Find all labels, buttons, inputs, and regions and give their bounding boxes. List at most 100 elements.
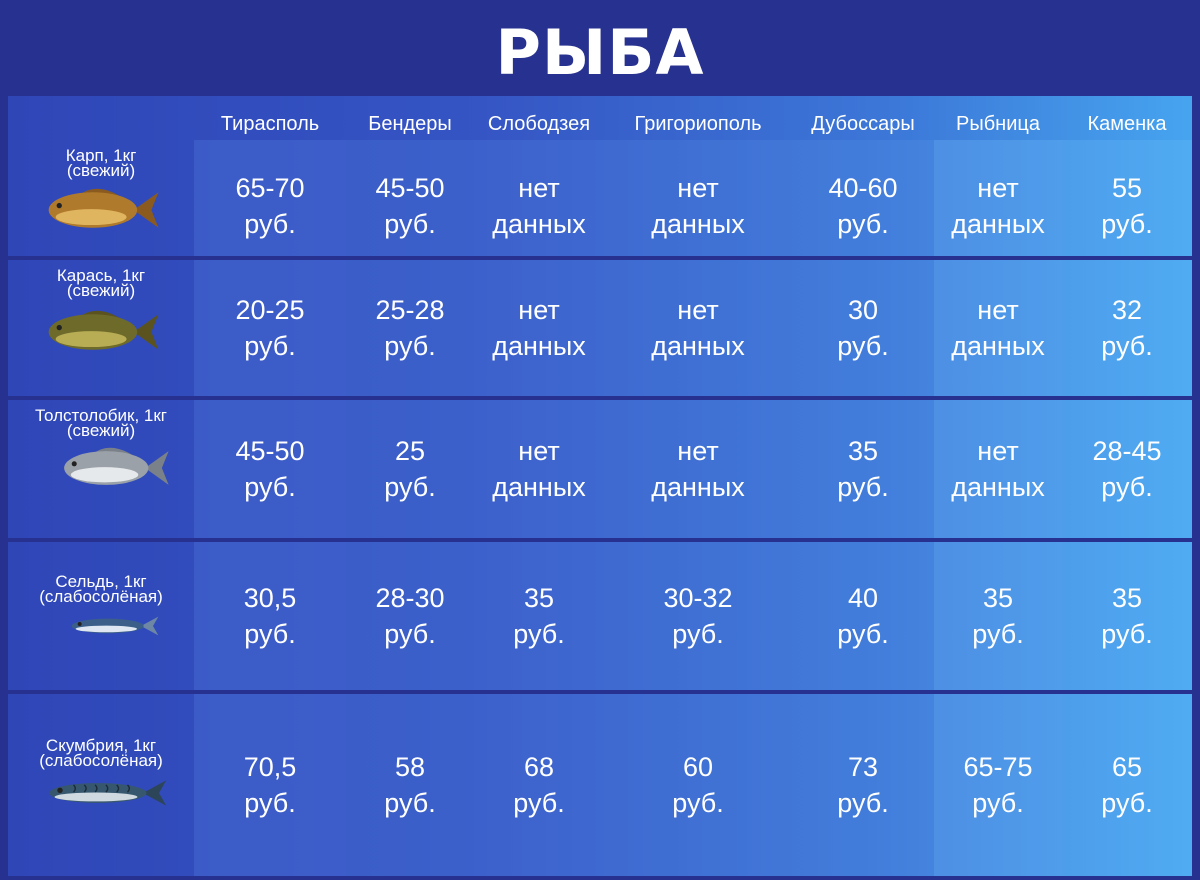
price-value: 45-50 <box>375 173 445 203</box>
price-cell: нет данных <box>934 170 1062 242</box>
row-divider <box>8 396 1192 400</box>
price-unit: руб. <box>384 788 436 818</box>
page-title: РЫБА <box>495 16 705 89</box>
price-cell: 68 руб. <box>474 749 604 821</box>
price-cell: 28-30 руб. <box>346 580 474 652</box>
price-value: 25-28 <box>375 295 445 325</box>
price-cell: 35 руб. <box>792 433 934 505</box>
price-value: нет <box>677 173 719 203</box>
column-header: Слободзея <box>487 113 591 135</box>
price-cell: нет данных <box>604 292 792 364</box>
row-divider <box>8 256 1192 260</box>
price-value: 25 <box>394 436 426 466</box>
price-unit: данных <box>651 472 745 502</box>
price-unit: руб. <box>384 472 436 502</box>
fish-name-label: Скумбрия, 1кг (слабосолёная) <box>8 737 194 770</box>
price-cell: 28-45 руб. <box>1062 433 1192 505</box>
price-value: нет <box>977 173 1019 203</box>
price-cell: нет данных <box>474 292 604 364</box>
price-value: 35 <box>523 583 555 613</box>
carp-icon-drawing <box>48 188 159 228</box>
price-unit: данных <box>951 331 1045 361</box>
table-row: Толстолобик, 1кг (свежий) 45-50 руб. 25 руб. н… <box>8 400 1192 538</box>
price-cell: 40 руб. <box>792 580 934 652</box>
price-value: 40-60 <box>828 173 898 203</box>
table-row: Карп, 1кг (свежий) 65-70 руб. 45-50 руб. нет да… <box>8 140 1192 256</box>
price-unit: руб. <box>1101 619 1153 649</box>
price-value: нет <box>677 436 719 466</box>
mackerel-icon <box>38 766 172 820</box>
price-unit: руб. <box>244 619 296 649</box>
fish-note: (свежий) <box>66 161 136 180</box>
price-value: 28-30 <box>375 583 445 613</box>
price-cell: 70,5 руб. <box>194 749 346 821</box>
price-unit: руб. <box>1101 331 1153 361</box>
price-cell: 55 руб. <box>1062 170 1192 242</box>
price-unit: данных <box>492 209 586 239</box>
price-unit: руб. <box>672 619 724 649</box>
price-unit: данных <box>951 472 1045 502</box>
price-cell: 58 руб. <box>346 749 474 821</box>
price-value: нет <box>518 436 560 466</box>
mackerel-icon-drawing <box>49 780 167 806</box>
price-cell: 65-70 руб. <box>194 170 346 242</box>
price-cell: 25 руб. <box>346 433 474 505</box>
price-unit: руб. <box>672 788 724 818</box>
column-shade <box>792 140 934 876</box>
crucian-icon-drawing <box>48 310 159 350</box>
table-row: Сельдь, 1кг (слабосолёная) 30,5 руб. 28-30 ру… <box>8 542 1192 690</box>
price-cell: 25-28 руб. <box>346 292 474 364</box>
price-unit: данных <box>651 331 745 361</box>
price-cell: 35 руб. <box>474 580 604 652</box>
price-cell: 45-50 руб. <box>346 170 474 242</box>
price-value: 65-75 <box>963 752 1033 782</box>
column-header: Дубоссары <box>811 113 915 135</box>
herring-icon <box>58 606 168 646</box>
silver-carp-icon <box>54 442 172 494</box>
column-shade <box>346 140 474 876</box>
price-unit: руб. <box>244 331 296 361</box>
column-shade <box>194 140 346 876</box>
price-cell: 65-75 руб. <box>934 749 1062 821</box>
fish-name-label: Толстолобик, 1кг (свежий) <box>8 406 194 439</box>
price-value: 28-45 <box>1092 436 1162 466</box>
column-shade <box>1062 140 1192 876</box>
price-value: 40 <box>847 583 879 613</box>
fish-name-label: Карп, 1кг (свежий) <box>8 147 194 180</box>
fish-note: (слабосолёная) <box>39 751 163 770</box>
price-unit: руб. <box>1101 472 1153 502</box>
fish-note: (свежий) <box>66 281 136 300</box>
fish-name: Толстолобик, 1кг <box>34 406 167 425</box>
price-unit: руб. <box>244 788 296 818</box>
column-header: Каменка <box>1087 113 1167 135</box>
price-table: Тирасполь Бендеры Слободзея Григориополь Дуб… <box>8 96 1192 876</box>
price-unit: руб. <box>244 472 296 502</box>
table-row: Карась, 1кг (свежий) 20-25 руб. 25-28 руб. нет… <box>8 260 1192 396</box>
price-cell: нет данных <box>604 433 792 505</box>
price-unit: руб. <box>837 209 889 239</box>
price-cell: нет данных <box>934 292 1062 364</box>
price-value: 55 <box>1111 173 1143 203</box>
table-row: Скумбрия, 1кг (слабосолёная) 70,5 руб. 58 руб… <box>8 694 1192 876</box>
fish-name: Карась, 1кг <box>56 266 146 285</box>
price-value: нет <box>677 295 719 325</box>
price-value: 30-32 <box>663 583 733 613</box>
fish-name-label: Сельдь, 1кг (слабосолёная) <box>8 572 194 605</box>
price-cell: нет данных <box>934 433 1062 505</box>
price-value: 32 <box>1111 295 1143 325</box>
price-value: 35 <box>1111 583 1143 613</box>
column-shade <box>604 140 792 876</box>
fish-name: Сельдь, 1кг <box>55 572 147 591</box>
price-value: 73 <box>847 752 879 782</box>
price-value: 20-25 <box>235 295 305 325</box>
price-value: 65-70 <box>235 173 305 203</box>
price-value: 30 <box>847 295 879 325</box>
price-cell: 32 руб. <box>1062 292 1192 364</box>
crucian-icon <box>38 302 162 362</box>
price-unit: руб. <box>384 619 436 649</box>
price-cell: 60 руб. <box>604 749 792 821</box>
price-value: нет <box>518 295 560 325</box>
price-value: 70,5 <box>243 752 297 782</box>
price-unit: руб. <box>837 788 889 818</box>
price-unit: данных <box>951 209 1045 239</box>
